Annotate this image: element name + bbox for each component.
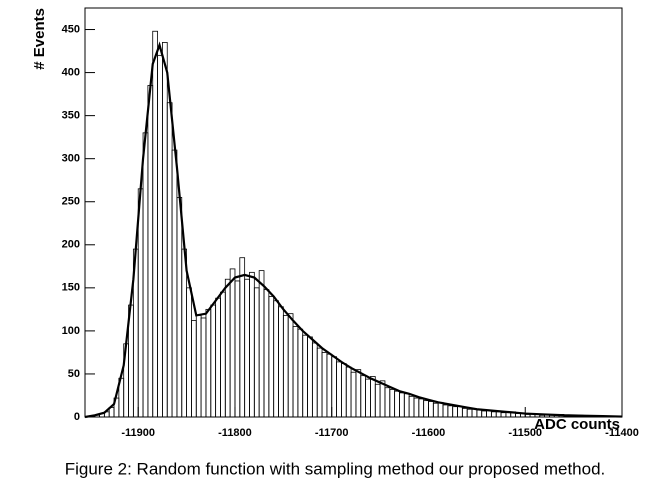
histogram-bar [287, 313, 294, 418]
histogram-bar [147, 85, 154, 418]
histogram-bar [210, 304, 217, 418]
histogram-bar [215, 297, 221, 418]
histogram-bar [195, 314, 202, 418]
histogram-bar [166, 102, 173, 418]
histogram-bar [500, 412, 507, 418]
histogram-bar [403, 393, 410, 418]
histogram-bar [384, 387, 391, 418]
histogram-bar [186, 287, 192, 418]
histogram-bar [389, 389, 396, 418]
caption: Figure 2: Random function with sampling … [65, 459, 606, 478]
histogram-bar [176, 197, 183, 418]
histogram-bar [399, 392, 405, 418]
histogram-bar [142, 132, 149, 418]
histogram-bar [490, 411, 497, 418]
x-tick-label: -11700 [315, 427, 349, 439]
y-tick-label: 300 [62, 153, 80, 165]
histogram-bar [292, 326, 299, 418]
histogram-bar [302, 334, 308, 418]
y-tick-label: 250 [62, 196, 80, 208]
histogram-bar [321, 352, 328, 418]
histogram-bar [379, 380, 386, 418]
histogram-bar [273, 300, 279, 418]
histogram-bar [413, 397, 420, 418]
histogram-bar [258, 270, 265, 418]
histogram-bar [437, 401, 444, 418]
histogram-bar [171, 149, 178, 418]
x-tick-label: -11900 [121, 427, 155, 439]
y-tick-label: 150 [62, 282, 80, 294]
histogram-bar [423, 400, 429, 418]
histogram-bar [360, 375, 366, 418]
y-axis-label: # Events [31, 8, 48, 70]
histogram-bar [326, 353, 333, 418]
histogram-bar [394, 390, 400, 418]
histogram-bar [350, 371, 357, 418]
x-tick-label: -11400 [605, 427, 639, 439]
y-tick-label: 450 [62, 23, 80, 35]
histogram-bar [311, 342, 318, 418]
histogram-bar [374, 383, 381, 418]
histogram-bar [200, 317, 207, 418]
histogram-bar [316, 347, 323, 418]
fit-curve [84, 41, 623, 419]
x-tick-label: -11500 [508, 427, 542, 439]
histogram-bar [476, 409, 483, 418]
y-tick-label: 100 [62, 325, 80, 337]
histogram-bar [432, 402, 439, 418]
histogram-bar [447, 405, 454, 418]
histogram-bar [331, 356, 337, 418]
x-axis-label: ADC counts [534, 416, 620, 433]
histogram-bar [355, 369, 362, 418]
histogram-bar [268, 296, 275, 418]
histogram-bar [224, 278, 231, 418]
x-tick-label: -11600 [412, 427, 446, 439]
x-tick-label: -11800 [218, 427, 252, 439]
histogram-bar [282, 314, 289, 418]
histogram-bar [505, 412, 512, 418]
histogram-bar [457, 406, 463, 418]
histogram-bar [495, 411, 502, 418]
histogram-bar [370, 376, 376, 418]
y-tick-label: 200 [62, 239, 80, 251]
y-tick-label: 50 [68, 368, 80, 380]
histogram-bar [341, 363, 347, 418]
histogram-bar [461, 407, 468, 418]
histogram-bar [345, 366, 352, 418]
histogram-bar [220, 291, 226, 418]
histogram-bar [471, 408, 478, 418]
histogram-bar [263, 289, 270, 418]
histogram-bar [162, 42, 168, 418]
y-tick-label: 350 [62, 110, 80, 122]
histogram-bar [365, 378, 371, 418]
histogram-bar [452, 406, 458, 418]
histogram-bar [336, 361, 342, 418]
histogram-bar [466, 408, 473, 418]
histogram-bar [249, 271, 255, 418]
histogram-bar [152, 30, 158, 418]
histogram-bar [229, 268, 236, 418]
histogram-bar [253, 287, 260, 418]
histogram-bar [297, 328, 304, 418]
histogram-bar [418, 398, 425, 418]
histogram-bar [191, 320, 197, 418]
histogram-bar [234, 280, 241, 418]
histogram-bar [428, 401, 434, 418]
histogram-bar [205, 308, 212, 418]
histogram-bar [442, 404, 449, 418]
histogram-bar [278, 306, 284, 418]
histogram-bar [239, 257, 246, 418]
histogram-bar [157, 54, 163, 418]
y-tick-label: 400 [62, 66, 80, 78]
histogram-bar [408, 395, 415, 418]
histogram-bar [307, 336, 313, 418]
histogram-bar [244, 278, 250, 418]
histogram-bar [481, 410, 487, 418]
histogram-bar [181, 248, 187, 418]
y-tick-label: 0 [74, 411, 80, 423]
